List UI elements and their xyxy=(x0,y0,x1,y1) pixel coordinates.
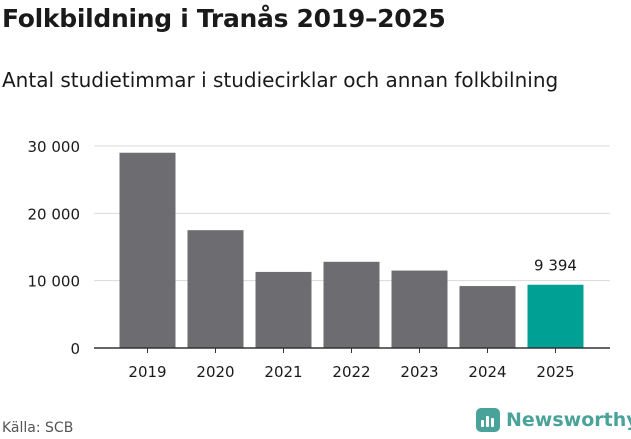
bar-2019 xyxy=(119,152,176,348)
x-tick-label: 2022 xyxy=(332,363,370,381)
x-tick-label: 2020 xyxy=(196,363,234,381)
bar-2025 xyxy=(527,284,584,348)
bar-chart-icon xyxy=(476,408,500,432)
y-tick-label: 10 000 xyxy=(28,273,81,291)
chart-title: Folkbildning i Tranås 2019–2025 xyxy=(2,4,446,33)
bar-2023 xyxy=(391,270,448,348)
data-label: 9 394 xyxy=(534,257,577,275)
x-tick-label: 2024 xyxy=(468,363,506,381)
x-tick-label: 2025 xyxy=(536,363,574,381)
newsworthy-logo: Newsworthy xyxy=(476,408,631,432)
brand-name: Newsworthy xyxy=(506,409,631,431)
source-note: Källa: SCB xyxy=(2,420,74,436)
x-tick-label: 2021 xyxy=(264,363,302,381)
x-tick-label: 2023 xyxy=(400,363,438,381)
bar-2021 xyxy=(255,271,312,348)
bar-2020 xyxy=(187,230,244,348)
y-tick-label: 0 xyxy=(70,340,80,358)
y-tick-label: 20 000 xyxy=(28,205,81,223)
y-tick-label: 30 000 xyxy=(28,138,81,156)
chart-subtitle: Antal studietimmar i studiecirklar och a… xyxy=(2,68,559,92)
x-tick-label: 2019 xyxy=(128,363,166,381)
bar-2024 xyxy=(459,286,516,348)
bar-2022 xyxy=(323,261,380,348)
